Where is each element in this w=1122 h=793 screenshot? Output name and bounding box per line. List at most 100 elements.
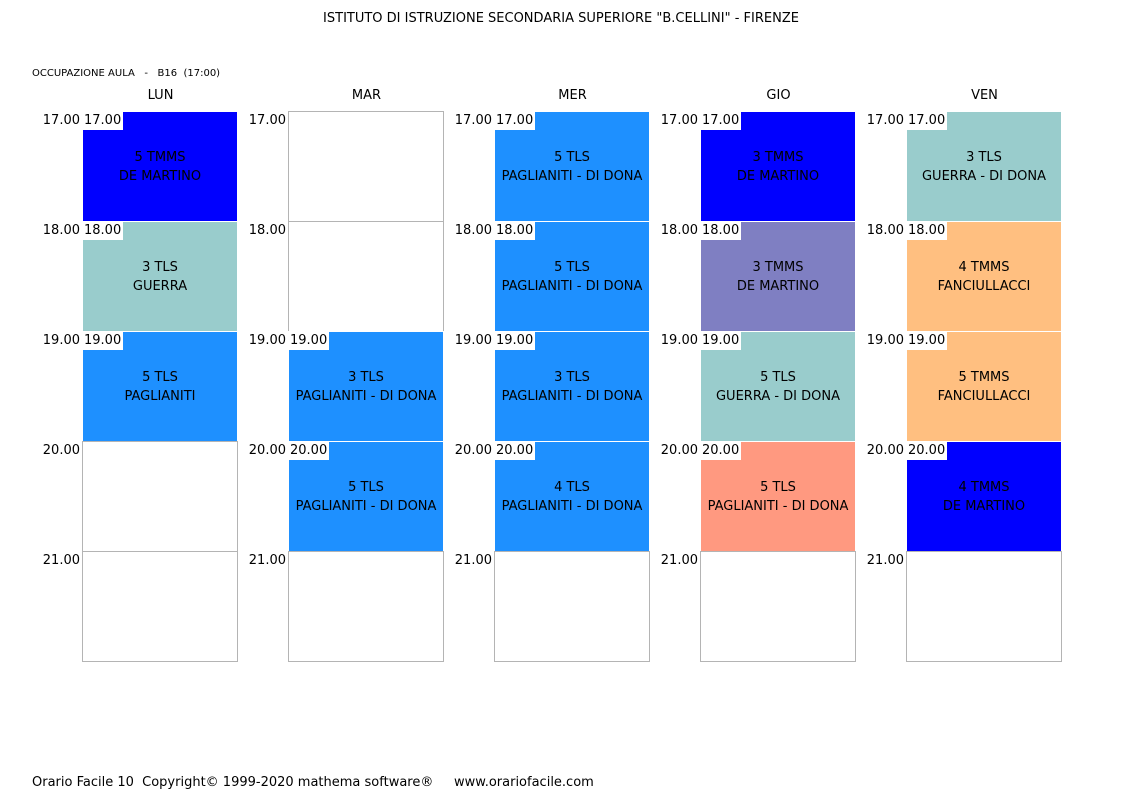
- empty-slot: [82, 441, 238, 552]
- hour-label: 20.00: [454, 443, 492, 458]
- lesson-block[interactable]: 19.00 5 TLS GUERRA - DI DONA: [700, 331, 856, 442]
- day-column-gio: 17.00 3 TMMS DE MARTINO 18.00 3 TMMS DE MARTI…: [700, 111, 856, 662]
- lesson-start-time: 18.00: [701, 222, 742, 240]
- day-column-mer: 17.00 5 TLS PAGLIANITI - DI DONA 18.00 5 TLS…: [494, 111, 650, 662]
- lesson-class: 5 TLS: [554, 150, 590, 165]
- lesson-class: 4 TLS: [554, 480, 590, 495]
- lesson-block[interactable]: 17.00 5 TLS PAGLIANITI - DI DONA: [494, 111, 650, 222]
- lesson-class: 5 TLS: [554, 260, 590, 275]
- hour-label: 17.00: [42, 113, 80, 128]
- hour-label: 20.00: [660, 443, 698, 458]
- day-column-mar: 19.00 3 TLS PAGLIANITI - DI DONA 20.00 5 TLS…: [288, 111, 444, 662]
- lesson-block[interactable]: 20.00 4 TLS PAGLIANITI - DI DONA: [494, 441, 650, 552]
- lesson-block[interactable]: 18.00 3 TMMS DE MARTINO: [700, 221, 856, 332]
- lesson-class: 4 TMMS: [958, 480, 1010, 495]
- empty-slot: [288, 551, 444, 662]
- lesson-content: 3 TLS GUERRA - DI DONA: [907, 148, 1061, 186]
- lesson-start-time: 20.00: [495, 442, 536, 460]
- lesson-class: 4 TMMS: [958, 260, 1010, 275]
- lesson-block[interactable]: 19.00 5 TLS PAGLIANITI: [82, 331, 238, 442]
- lesson-teachers: PAGLIANITI - DI DONA: [501, 499, 643, 514]
- lesson-content: 3 TLS PAGLIANITI - DI DONA: [495, 368, 649, 406]
- lesson-class: 5 TLS: [348, 480, 384, 495]
- lesson-content: 3 TMMS DE MARTINO: [701, 148, 855, 186]
- lesson-teachers: PAGLIANITI: [124, 389, 196, 404]
- lesson-teachers: DE MARTINO: [118, 169, 202, 184]
- hour-label: 20.00: [248, 443, 286, 458]
- lesson-block[interactable]: 17.00 5 TMMS DE MARTINO: [82, 111, 238, 222]
- lesson-start-time: 18.00: [83, 222, 124, 240]
- page-title: ISTITUTO DI ISTRUZIONE SECONDARIA SUPERI…: [323, 11, 799, 26]
- lesson-block[interactable]: 20.00 5 TLS PAGLIANITI - DI DONA: [288, 441, 444, 552]
- lesson-class: 5 TMMS: [134, 150, 186, 165]
- lesson-content: 5 TLS PAGLIANITI - DI DONA: [495, 258, 649, 296]
- day-header-mar: MAR: [351, 88, 382, 103]
- lesson-start-time: 17.00: [701, 112, 742, 130]
- day-header-gio: GIO: [766, 88, 791, 103]
- lesson-start-time: 20.00: [907, 442, 948, 460]
- lesson-class: 3 TMMS: [752, 260, 804, 275]
- lesson-block[interactable]: 17.00 3 TMMS DE MARTINO: [700, 111, 856, 222]
- day-column-ven: 17.00 3 TLS GUERRA - DI DONA 18.00 4 TMMS FAN…: [906, 111, 1062, 662]
- hour-label: 20.00: [866, 443, 904, 458]
- lesson-start-time: 17.00: [83, 112, 124, 130]
- lesson-class: 5 TMMS: [958, 370, 1010, 385]
- lesson-content: 5 TMMS DE MARTINO: [83, 148, 237, 186]
- hour-label: 18.00: [660, 223, 698, 238]
- empty-slot: [288, 221, 444, 332]
- lesson-teachers: PAGLIANITI - DI DONA: [501, 279, 643, 294]
- lesson-start-time: 17.00: [907, 112, 948, 130]
- lesson-content: 5 TLS PAGLIANITI: [83, 368, 237, 406]
- lesson-block[interactable]: 19.00 3 TLS PAGLIANITI - DI DONA: [494, 331, 650, 442]
- lesson-teachers: DE MARTINO: [736, 279, 820, 294]
- lesson-teachers: DE MARTINO: [736, 169, 820, 184]
- hour-label: 18.00: [248, 223, 286, 238]
- lesson-block[interactable]: 18.00 5 TLS PAGLIANITI - DI DONA: [494, 221, 650, 332]
- lesson-block[interactable]: 18.00 3 TLS GUERRA: [82, 221, 238, 332]
- hour-label: 17.00: [866, 113, 904, 128]
- day-column-lun: 17.00 5 TMMS DE MARTINO 18.00 3 TLS GUERRA 19.…: [82, 111, 238, 662]
- hour-label: 18.00: [866, 223, 904, 238]
- lesson-teachers: GUERRA: [132, 279, 188, 294]
- hour-label: 17.00: [248, 113, 286, 128]
- lesson-teachers: GUERRA - DI DONA: [921, 169, 1047, 184]
- empty-slot: [906, 551, 1062, 662]
- lesson-block[interactable]: 20.00 4 TMMS DE MARTINO: [906, 441, 1062, 552]
- lesson-teachers: PAGLIANITI - DI DONA: [295, 389, 437, 404]
- lesson-content: 3 TLS PAGLIANITI - DI DONA: [289, 368, 443, 406]
- day-header-ven: VEN: [971, 88, 998, 103]
- hour-label: 21.00: [454, 553, 492, 568]
- empty-slot: [288, 111, 444, 222]
- hour-label: 19.00: [866, 333, 904, 348]
- lesson-start-time: 20.00: [289, 442, 330, 460]
- lesson-content: 3 TLS GUERRA: [83, 258, 237, 296]
- lesson-block[interactable]: 19.00 3 TLS PAGLIANITI - DI DONA: [288, 331, 444, 442]
- empty-slot: [700, 551, 856, 662]
- hour-label: 19.00: [454, 333, 492, 348]
- hour-label: 19.00: [660, 333, 698, 348]
- room-occupancy-subtitle: OCCUPAZIONE AULA - B16 (17:00): [32, 68, 221, 79]
- lesson-class: 3 TMMS: [752, 150, 804, 165]
- lesson-class: 3 TLS: [348, 370, 384, 385]
- lesson-block[interactable]: 20.00 5 TLS PAGLIANITI - DI DONA: [700, 441, 856, 552]
- lesson-block[interactable]: 19.00 5 TMMS FANCIULLACCI: [906, 331, 1062, 442]
- lesson-teachers: PAGLIANITI - DI DONA: [295, 499, 437, 514]
- lesson-start-time: 19.00: [907, 332, 948, 350]
- empty-slot: [494, 551, 650, 662]
- lesson-class: 5 TLS: [760, 480, 796, 495]
- empty-slot: [82, 551, 238, 662]
- lesson-start-time: 17.00: [495, 112, 536, 130]
- lesson-block[interactable]: 18.00 4 TMMS FANCIULLACCI: [906, 221, 1062, 332]
- lesson-class: 5 TLS: [142, 370, 178, 385]
- lesson-content: 5 TLS PAGLIANITI - DI DONA: [495, 148, 649, 186]
- hour-label: 21.00: [660, 553, 698, 568]
- hour-label: 21.00: [42, 553, 80, 568]
- lesson-block[interactable]: 17.00 3 TLS GUERRA - DI DONA: [906, 111, 1062, 222]
- hour-label: 18.00: [42, 223, 80, 238]
- hour-label: 17.00: [454, 113, 492, 128]
- lesson-content: 5 TLS PAGLIANITI - DI DONA: [289, 478, 443, 516]
- lesson-content: 5 TMMS FANCIULLACCI: [907, 368, 1061, 406]
- lesson-content: 4 TMMS DE MARTINO: [907, 478, 1061, 516]
- day-header-lun: LUN: [147, 88, 174, 103]
- lesson-teachers: DE MARTINO: [942, 499, 1026, 514]
